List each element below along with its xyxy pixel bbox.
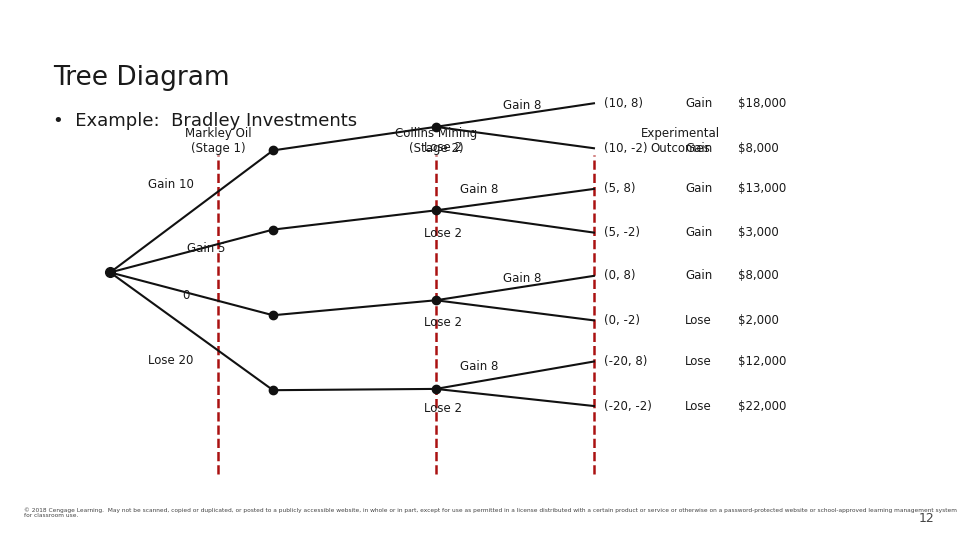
- Text: (10, -2): (10, -2): [604, 141, 647, 155]
- Text: Gain 5: Gain 5: [187, 242, 225, 255]
- Text: 12: 12: [919, 512, 934, 525]
- Text: (-20, -2): (-20, -2): [604, 400, 651, 413]
- Text: Lose 2: Lose 2: [423, 316, 462, 329]
- Text: Gain 8: Gain 8: [460, 183, 498, 196]
- Text: Gain 8: Gain 8: [503, 272, 541, 285]
- Text: Lose: Lose: [685, 400, 712, 413]
- Text: Essentials of Statistics for Business and Economics (8e): Essentials of Statistics for Business an…: [563, 18, 934, 31]
- Text: $8,000: $8,000: [738, 141, 779, 155]
- Text: © 2018 Cengage Learning.  May not be scanned, copied or duplicated, or posted to: © 2018 Cengage Learning. May not be scan…: [24, 507, 957, 518]
- Text: (10, 8): (10, 8): [604, 97, 643, 110]
- Text: Gain: Gain: [685, 226, 712, 239]
- Text: Lose 2: Lose 2: [423, 141, 462, 154]
- Text: Lose 2: Lose 2: [423, 402, 462, 415]
- Text: $13,000: $13,000: [738, 183, 786, 195]
- Text: Lose 20: Lose 20: [148, 354, 194, 367]
- Text: 0: 0: [182, 289, 190, 302]
- Text: Gain: Gain: [685, 141, 712, 155]
- Text: Gain: Gain: [685, 97, 712, 110]
- Text: $8,000: $8,000: [738, 269, 779, 282]
- Text: Markley Oil
(Stage 1): Markley Oil (Stage 1): [185, 127, 252, 155]
- Text: Gain: Gain: [685, 269, 712, 282]
- Text: Gain 8: Gain 8: [460, 361, 498, 374]
- Text: Lose 2: Lose 2: [423, 227, 462, 240]
- Text: (-20, 8): (-20, 8): [604, 355, 647, 368]
- Text: (5, 8): (5, 8): [604, 183, 635, 195]
- Text: $2,000: $2,000: [738, 314, 779, 327]
- Text: •  Example:  Bradley Investments: • Example: Bradley Investments: [53, 112, 356, 130]
- Text: Lose: Lose: [685, 355, 712, 368]
- Text: Gain 10: Gain 10: [148, 178, 194, 191]
- Text: Collins Mining
(Stage 2): Collins Mining (Stage 2): [395, 127, 477, 155]
- Text: $3,000: $3,000: [738, 226, 779, 239]
- Text: Lose: Lose: [685, 314, 712, 327]
- Text: Gain: Gain: [685, 183, 712, 195]
- Text: $22,000: $22,000: [738, 400, 786, 413]
- Text: (0, 8): (0, 8): [604, 269, 635, 282]
- Text: Gain 8: Gain 8: [503, 99, 541, 112]
- Text: Tree Diagram: Tree Diagram: [53, 65, 229, 91]
- Text: $18,000: $18,000: [738, 97, 786, 110]
- Text: (5, -2): (5, -2): [604, 226, 640, 239]
- Text: Experimental
Outcomes: Experimental Outcomes: [641, 127, 719, 155]
- Text: $12,000: $12,000: [738, 355, 786, 368]
- Text: (0, -2): (0, -2): [604, 314, 640, 327]
